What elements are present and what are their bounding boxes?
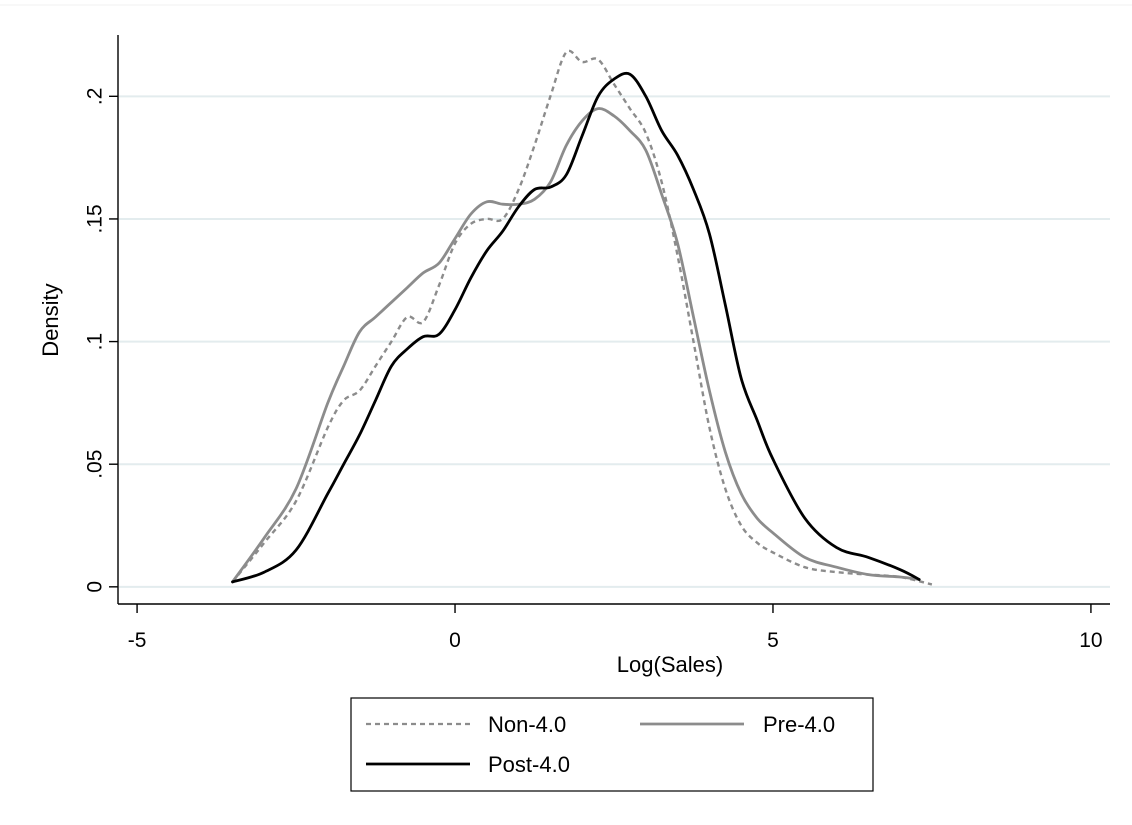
axes	[117, 35, 1110, 605]
x-tick-label: 0	[449, 629, 461, 652]
legend-box	[350, 697, 874, 792]
y-tick-label: .2	[84, 88, 107, 106]
x-ticks: -5 0 5 10	[128, 604, 1103, 652]
series-line-pre-4-0	[231, 107, 921, 584]
y-axis-title: Density	[38, 283, 63, 356]
series-line-post-4-0	[231, 71, 921, 584]
y-tick-label: .05	[84, 450, 107, 479]
x-tick-label: -5	[128, 629, 147, 652]
series-layer	[231, 49, 933, 586]
x-tick-label: 5	[767, 629, 779, 652]
y-ticks: 0 .05 .1 .15 .2	[84, 88, 118, 593]
gridlines	[119, 95, 1110, 588]
legend-label-pre-4-0: Pre-4.0	[763, 712, 835, 737]
x-tick-label: 10	[1079, 629, 1102, 652]
legend-label-post-4-0: Post-4.0	[488, 752, 570, 777]
y-tick-label: 0	[84, 581, 107, 593]
series-line-non-4-0	[231, 49, 933, 586]
y-tick-label: .1	[84, 333, 107, 351]
legend-label-non-4-0: Non-4.0	[488, 712, 566, 737]
y-tick-label: .15	[84, 204, 107, 233]
x-axis-title: Log(Sales)	[617, 652, 723, 677]
legend: Non-4.0 Pre-4.0 Post-4.0	[350, 697, 874, 792]
